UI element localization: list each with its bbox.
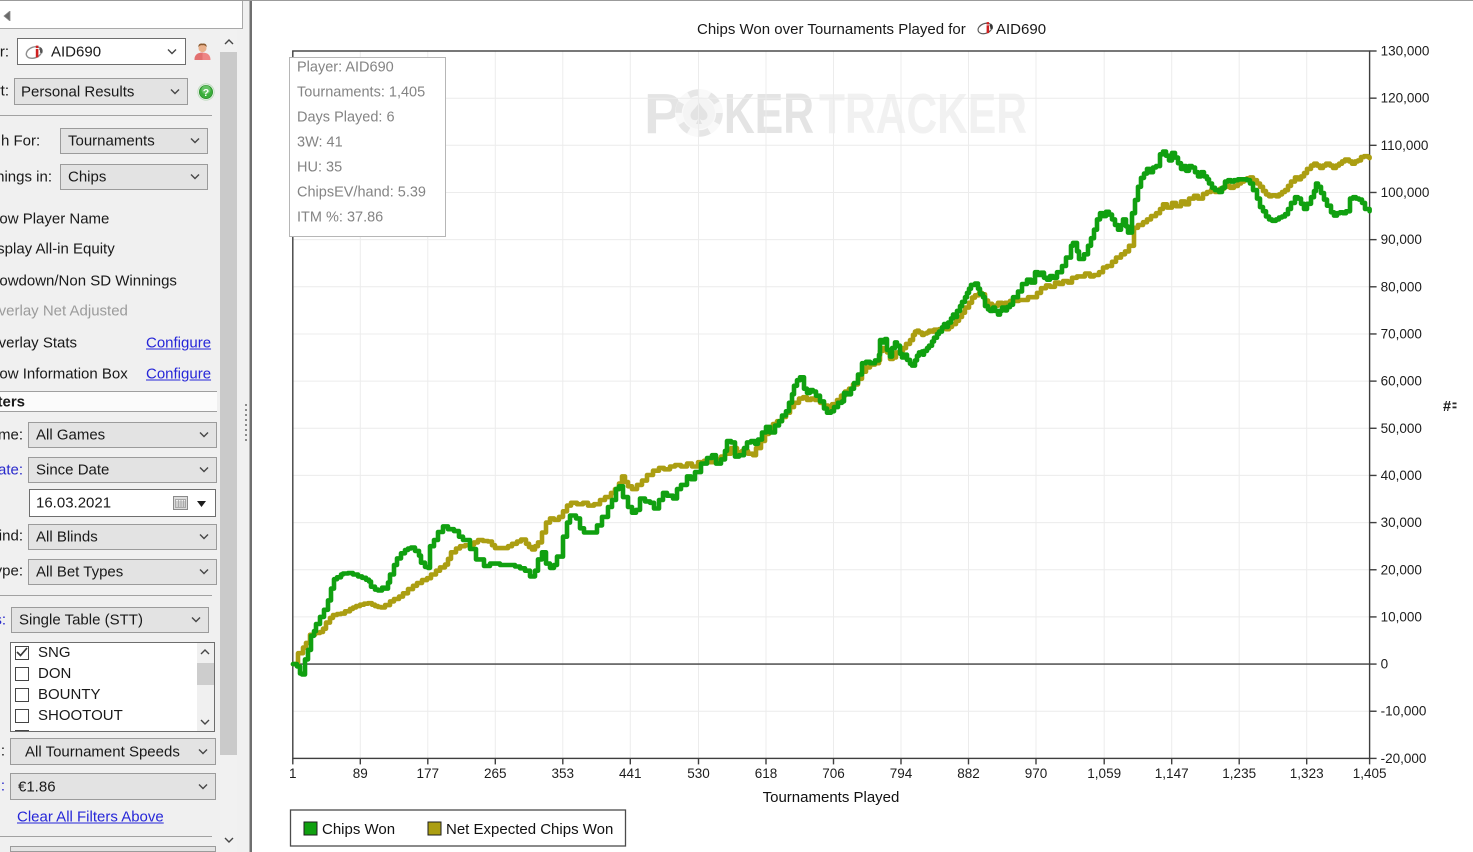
svg-text:?: ? <box>203 87 209 99</box>
svg-text:130,000: 130,000 <box>1381 44 1430 59</box>
svg-text:10,000: 10,000 <box>1381 609 1422 624</box>
svg-text:ChipsEV/hand: 5.39: ChipsEV/hand: 5.39 <box>297 185 426 201</box>
svg-text:265: 265 <box>484 766 507 781</box>
svg-text:3W: 41: 3W: 41 <box>297 135 343 151</box>
svg-text:618: 618 <box>755 766 778 781</box>
svg-text:20,000: 20,000 <box>1381 562 1422 577</box>
svg-text:0: 0 <box>1381 657 1389 672</box>
svg-text:Player: AID690: Player: AID690 <box>297 60 394 76</box>
svg-text:1: 1 <box>289 766 297 781</box>
svg-text:50,000: 50,000 <box>1381 421 1422 436</box>
svg-text:120,000: 120,000 <box>1381 91 1430 106</box>
svg-text:1,147: 1,147 <box>1155 766 1189 781</box>
svg-text:AID690: AID690 <box>996 21 1046 38</box>
svg-text:80,000: 80,000 <box>1381 279 1422 294</box>
svg-text:-20,000: -20,000 <box>1381 751 1427 766</box>
svg-text:1,323: 1,323 <box>1290 766 1324 781</box>
svg-text:970: 970 <box>1025 766 1048 781</box>
svg-text:530: 530 <box>687 766 710 781</box>
svg-text:794: 794 <box>890 766 913 781</box>
svg-text:Tournaments: 1,405: Tournaments: 1,405 <box>297 85 425 101</box>
svg-text:60,000: 60,000 <box>1381 374 1422 389</box>
svg-text:441: 441 <box>619 766 642 781</box>
svg-text:Chips Won over Tournaments Pla: Chips Won over Tournaments Played for <box>697 21 966 38</box>
svg-text:706: 706 <box>822 766 845 781</box>
svg-text:Days Played: 6: Days Played: 6 <box>297 110 395 126</box>
svg-text:70,000: 70,000 <box>1381 326 1422 341</box>
svg-text:1,235: 1,235 <box>1222 766 1256 781</box>
svg-text:882: 882 <box>957 766 980 781</box>
svg-text:353: 353 <box>552 766 575 781</box>
svg-text:177: 177 <box>417 766 440 781</box>
svg-text:1,059: 1,059 <box>1087 766 1121 781</box>
svg-text:Tournaments Played: Tournaments Played <box>763 789 900 806</box>
svg-text:110,000: 110,000 <box>1381 138 1429 153</box>
svg-text:100,000: 100,000 <box>1381 185 1430 200</box>
svg-text:89: 89 <box>353 766 368 781</box>
svg-text:30,000: 30,000 <box>1381 515 1422 530</box>
svg-text:KER: KER <box>724 82 814 146</box>
svg-text:HU: 35: HU: 35 <box>297 160 342 176</box>
svg-text:90,000: 90,000 <box>1381 232 1422 247</box>
svg-text:ITM %: 37.86: ITM %: 37.86 <box>297 210 383 226</box>
svg-text:1,405: 1,405 <box>1353 766 1387 781</box>
svg-text:TRACKER: TRACKER <box>819 82 1027 146</box>
svg-text:Chips Won: Chips Won <box>322 821 395 838</box>
svg-text:#: # <box>1443 399 1451 415</box>
svg-text:Net Expected Chips Won: Net Expected Chips Won <box>446 821 613 838</box>
svg-text:40,000: 40,000 <box>1381 468 1422 483</box>
svg-text:-10,000: -10,000 <box>1381 704 1427 719</box>
